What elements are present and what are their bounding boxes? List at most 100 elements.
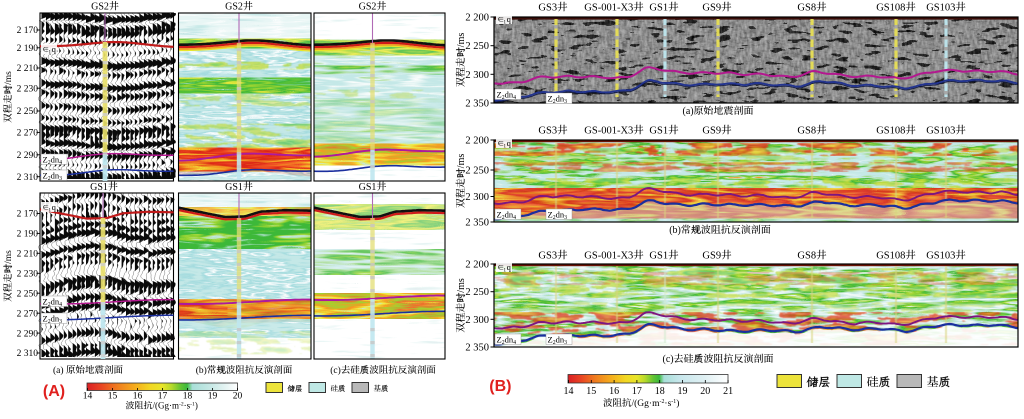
svg-text:(B): (B) bbox=[489, 378, 511, 395]
svg-text:(A): (A) bbox=[43, 383, 65, 400]
svg-text:(b): (b) bbox=[669, 225, 681, 236]
svg-text:1: 1 bbox=[503, 20, 506, 26]
svg-text:1: 1 bbox=[48, 208, 51, 214]
svg-text:2 210: 2 210 bbox=[17, 64, 39, 74]
svg-text:2 290: 2 290 bbox=[17, 329, 39, 339]
svg-text:GS2: GS2 bbox=[359, 2, 377, 13]
svg-text:-2·s-1): -2·s-1) bbox=[660, 398, 680, 409]
svg-text:2 200: 2 200 bbox=[465, 13, 489, 24]
svg-text:q: q bbox=[507, 138, 512, 148]
svg-text:14: 14 bbox=[83, 392, 93, 402]
svg-text:2 300: 2 300 bbox=[465, 315, 489, 326]
svg-text:GS108: GS108 bbox=[876, 3, 905, 14]
svg-text:Z2dn4: Z2dn4 bbox=[497, 334, 517, 346]
svg-text:2 250: 2 250 bbox=[465, 166, 489, 177]
svg-text:/ms: /ms bbox=[4, 71, 14, 85]
svg-text:2 250: 2 250 bbox=[465, 41, 489, 52]
svg-text:2 250: 2 250 bbox=[17, 289, 39, 299]
svg-text:GS8: GS8 bbox=[797, 126, 816, 137]
svg-text:-2·s-1): -2·s-1) bbox=[179, 401, 198, 411]
svg-text:q: q bbox=[52, 44, 57, 54]
svg-text:Z2dn4: Z2dn4 bbox=[43, 154, 63, 166]
svg-text:2 230: 2 230 bbox=[17, 84, 39, 94]
svg-text:(b): (b) bbox=[196, 365, 207, 376]
svg-text:14: 14 bbox=[564, 386, 574, 397]
svg-text:1: 1 bbox=[503, 268, 506, 274]
svg-text:17: 17 bbox=[158, 392, 168, 402]
svg-text:2 200: 2 200 bbox=[465, 136, 489, 147]
svg-text:21: 21 bbox=[723, 386, 733, 397]
svg-text:2 270: 2 270 bbox=[17, 309, 39, 319]
svg-text:GS103: GS103 bbox=[926, 126, 955, 137]
svg-text:(c): (c) bbox=[330, 365, 341, 376]
svg-text:19: 19 bbox=[678, 386, 688, 397]
svg-text:(a): (a) bbox=[683, 106, 694, 117]
svg-text:GS9: GS9 bbox=[702, 251, 721, 262]
svg-text:2 250: 2 250 bbox=[465, 287, 489, 298]
svg-text:GS2: GS2 bbox=[225, 2, 243, 13]
svg-text:Z2dn3: Z2dn3 bbox=[548, 334, 568, 346]
svg-text:q: q bbox=[52, 202, 57, 212]
svg-text:GS1: GS1 bbox=[225, 182, 243, 193]
svg-text:GS3: GS3 bbox=[538, 3, 557, 14]
svg-text:2 170: 2 170 bbox=[17, 26, 39, 36]
svg-text:20: 20 bbox=[700, 386, 710, 397]
svg-text:GS-001-X3: GS-001-X3 bbox=[584, 3, 633, 14]
svg-text:1: 1 bbox=[48, 50, 51, 56]
svg-text:Z2dn3: Z2dn3 bbox=[548, 93, 568, 105]
svg-text:2 350: 2 350 bbox=[465, 343, 489, 354]
svg-text:GS8: GS8 bbox=[797, 251, 816, 262]
svg-text:(a): (a) bbox=[53, 365, 66, 376]
svg-text:GS1: GS1 bbox=[649, 3, 668, 14]
svg-text:15: 15 bbox=[586, 386, 596, 397]
svg-text:GS108: GS108 bbox=[876, 126, 905, 137]
svg-text:GS9: GS9 bbox=[702, 126, 721, 137]
svg-text:2 200: 2 200 bbox=[465, 260, 489, 271]
svg-text:GS103: GS103 bbox=[926, 3, 955, 14]
svg-text:2 290: 2 290 bbox=[17, 151, 39, 161]
svg-text:2 270: 2 270 bbox=[17, 129, 39, 139]
svg-text:2 300: 2 300 bbox=[465, 70, 489, 81]
svg-text:q: q bbox=[507, 262, 512, 272]
svg-text:/(Gg·m: /(Gg·m bbox=[153, 401, 180, 411]
svg-text:16: 16 bbox=[133, 392, 143, 402]
svg-text:GS1: GS1 bbox=[359, 182, 377, 193]
svg-text:2 210: 2 210 bbox=[17, 250, 39, 260]
svg-text:20: 20 bbox=[233, 392, 243, 402]
svg-text:Z2dn4: Z2dn4 bbox=[497, 209, 517, 221]
svg-text:GS1: GS1 bbox=[90, 182, 108, 193]
svg-text:GS8: GS8 bbox=[797, 3, 816, 14]
svg-text:2 250: 2 250 bbox=[17, 107, 39, 117]
svg-text:GS1: GS1 bbox=[649, 126, 668, 137]
svg-text:2 300: 2 300 bbox=[465, 192, 489, 203]
svg-text:2 310: 2 310 bbox=[17, 349, 39, 359]
svg-text:Z2dn3: Z2dn3 bbox=[43, 313, 63, 325]
svg-text:2 350: 2 350 bbox=[465, 218, 489, 229]
svg-text:18: 18 bbox=[183, 392, 193, 402]
svg-text:Z2dn3: Z2dn3 bbox=[548, 209, 568, 221]
svg-text:/ms: /ms bbox=[456, 33, 467, 48]
svg-text:GS2: GS2 bbox=[91, 2, 109, 13]
svg-text:GS103: GS103 bbox=[926, 251, 955, 262]
svg-text:Z2dn4: Z2dn4 bbox=[497, 89, 517, 101]
svg-text:2 190: 2 190 bbox=[17, 44, 39, 54]
svg-text:GS-001-X3: GS-001-X3 bbox=[584, 251, 633, 262]
svg-text:Z2dn4: Z2dn4 bbox=[43, 296, 63, 308]
svg-text:GS9: GS9 bbox=[702, 3, 721, 14]
svg-text:2 170: 2 170 bbox=[17, 210, 39, 220]
svg-text:/ms: /ms bbox=[456, 154, 467, 169]
svg-text:GS1: GS1 bbox=[649, 251, 668, 262]
svg-text:q: q bbox=[507, 14, 512, 24]
svg-text:16: 16 bbox=[609, 386, 619, 397]
svg-text:19: 19 bbox=[208, 392, 218, 402]
svg-text:18: 18 bbox=[655, 386, 665, 397]
svg-text:1: 1 bbox=[503, 144, 506, 150]
svg-text:2 230: 2 230 bbox=[17, 270, 39, 280]
svg-text:/ms: /ms bbox=[4, 250, 14, 264]
svg-text:15: 15 bbox=[108, 392, 118, 402]
svg-text:(c): (c) bbox=[663, 354, 674, 365]
svg-text:GS108: GS108 bbox=[876, 251, 905, 262]
svg-text:GS3: GS3 bbox=[538, 251, 557, 262]
svg-text:/(Gg·m: /(Gg·m bbox=[632, 398, 661, 409]
svg-text:GS-001-X3: GS-001-X3 bbox=[584, 126, 633, 137]
